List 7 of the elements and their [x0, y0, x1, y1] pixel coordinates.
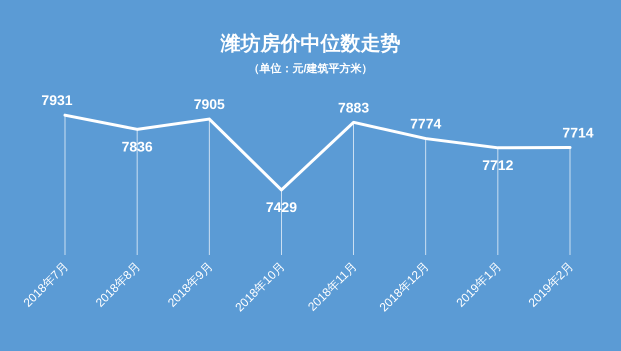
data-label: 7883	[338, 99, 370, 116]
data-label: 7774	[410, 116, 442, 132]
data-label: 7931	[41, 92, 73, 108]
chart-subtitle: （单位：元/建筑平方米）	[248, 62, 373, 75]
chart-title: 潍坊房价中位数走势	[220, 32, 400, 55]
data-label: 7714	[562, 124, 594, 141]
data-label: 7905	[194, 96, 226, 112]
